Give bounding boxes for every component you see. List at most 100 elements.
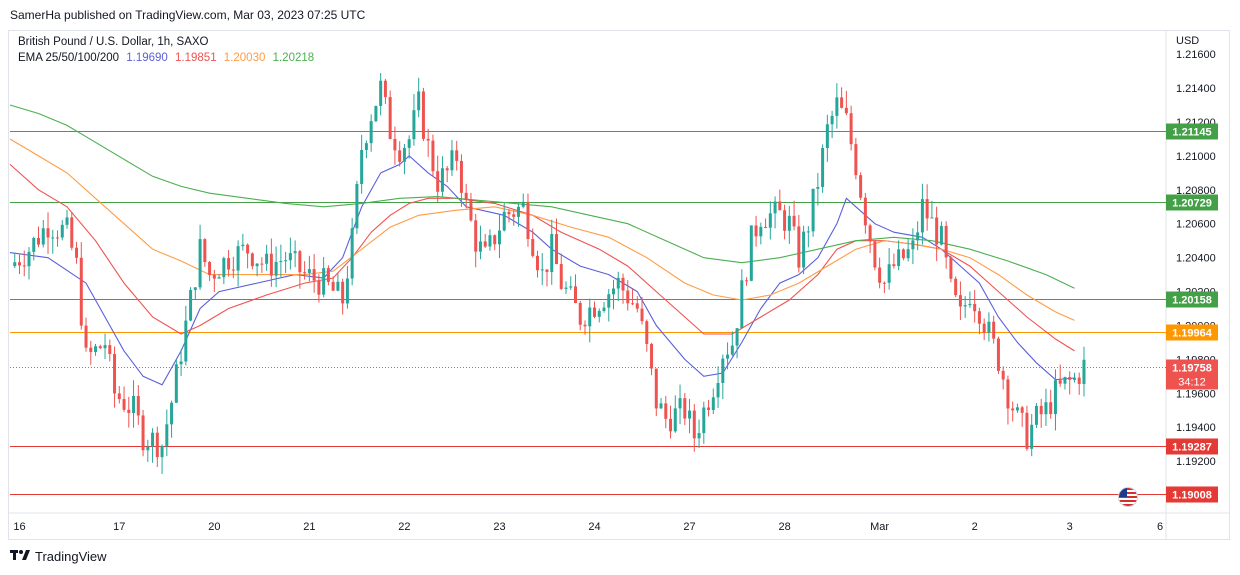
- candle-body: [402, 147, 406, 162]
- candle-body: [488, 235, 492, 247]
- candle-body: [650, 343, 654, 369]
- candle-body: [307, 269, 311, 273]
- candle-body: [806, 231, 810, 233]
- candle-body: [645, 321, 649, 344]
- candle-body: [787, 215, 791, 231]
- candle-body: [255, 263, 259, 267]
- candle-body: [46, 228, 50, 238]
- candle-body: [345, 278, 349, 304]
- candle-body: [859, 175, 863, 198]
- candle-body: [1006, 379, 1010, 409]
- candle-body: [863, 197, 867, 226]
- ema50-value: 1.19851: [175, 52, 217, 64]
- candle-body: [417, 91, 421, 111]
- x-tick-label: 24: [588, 521, 600, 533]
- candle-body: [474, 220, 478, 252]
- candle-body: [816, 187, 820, 189]
- candle-body: [1034, 405, 1038, 425]
- candle-body: [564, 287, 568, 289]
- y-tick-label: 1.19200: [1176, 456, 1216, 468]
- candle-body: [920, 199, 924, 233]
- candle-body: [868, 225, 872, 242]
- candle-body: [322, 268, 326, 295]
- ema-legend: EMA 25/50/100/200 1.19690 1.19851 1.2003…: [18, 52, 318, 64]
- candle-body: [117, 393, 121, 400]
- candle-body: [588, 307, 592, 327]
- ema-legend-label: EMA 25/50/100/200: [18, 52, 120, 64]
- candle-body: [992, 321, 996, 339]
- candle-body: [60, 224, 64, 238]
- candle-body: [155, 432, 159, 458]
- candle-body: [607, 294, 611, 308]
- x-tick-label: 17: [113, 521, 125, 533]
- candle-body: [502, 211, 506, 231]
- candle-body: [65, 217, 69, 225]
- candle-body: [578, 302, 582, 325]
- candle-body: [27, 251, 31, 267]
- candle-body: [84, 325, 88, 348]
- candle-body: [13, 262, 17, 267]
- candle-body: [388, 97, 392, 139]
- candle-body: [692, 410, 696, 439]
- candle-body: [246, 244, 250, 254]
- candle-body: [935, 217, 939, 245]
- candle-body: [170, 402, 174, 425]
- candle-body: [398, 150, 402, 162]
- candle-body: [569, 286, 573, 288]
- y-tick-label: 1.21600: [1176, 49, 1216, 61]
- level-price-label: 1.20729: [1172, 198, 1212, 210]
- candle-body: [735, 328, 739, 346]
- candle-body: [792, 215, 796, 227]
- candle-body: [716, 383, 720, 398]
- candle-body: [326, 268, 330, 282]
- candle-body: [193, 287, 197, 290]
- candle-body: [303, 272, 307, 274]
- candle-body: [597, 310, 601, 317]
- tradingview-logo[interactable]: TradingView: [10, 549, 107, 564]
- candle-body: [1001, 370, 1005, 380]
- candle-body: [421, 91, 425, 139]
- candle-body: [711, 397, 715, 411]
- x-tick-label: 27: [683, 521, 695, 533]
- candle-body: [284, 260, 288, 262]
- candle-body: [797, 226, 801, 268]
- us-flag-icon[interactable]: [1118, 487, 1138, 507]
- candle-body: [269, 253, 273, 276]
- candle-body: [683, 398, 687, 419]
- candle-body: [274, 261, 278, 276]
- candle-body: [825, 124, 829, 148]
- candle-body: [1025, 412, 1029, 449]
- candle-body: [497, 230, 501, 245]
- candle-body: [783, 210, 787, 231]
- candle-body: [412, 110, 416, 140]
- candle-body: [241, 244, 245, 247]
- candle-body: [459, 160, 463, 193]
- candle-body: [669, 418, 673, 432]
- ema100-value: 1.20030: [223, 52, 266, 64]
- candle-body: [540, 269, 544, 271]
- candle-body: [445, 168, 449, 171]
- candle-body: [37, 238, 41, 245]
- candle-body: [132, 395, 136, 414]
- x-tick-label: 3: [1067, 521, 1073, 533]
- candle-body: [664, 403, 668, 419]
- candle-body: [350, 228, 354, 279]
- ema-line-ema-100: [9, 138, 1075, 321]
- candle-body: [464, 192, 468, 200]
- candle-body: [640, 308, 644, 322]
- candle-body: [108, 345, 112, 354]
- candle-body: [939, 225, 943, 245]
- candle-body: [374, 105, 378, 122]
- published-caption: SamerHa published on TradingView.com, Ma…: [10, 8, 366, 22]
- candle-body: [730, 345, 734, 355]
- y-tick-label: 1.20800: [1176, 185, 1216, 197]
- candle-body: [892, 264, 896, 267]
- x-tick-label: 6: [1157, 521, 1163, 533]
- candle-body: [122, 399, 126, 410]
- candle-body: [531, 238, 535, 256]
- candle-body: [759, 226, 763, 237]
- candle-body: [702, 407, 706, 434]
- candle-body: [1058, 380, 1062, 384]
